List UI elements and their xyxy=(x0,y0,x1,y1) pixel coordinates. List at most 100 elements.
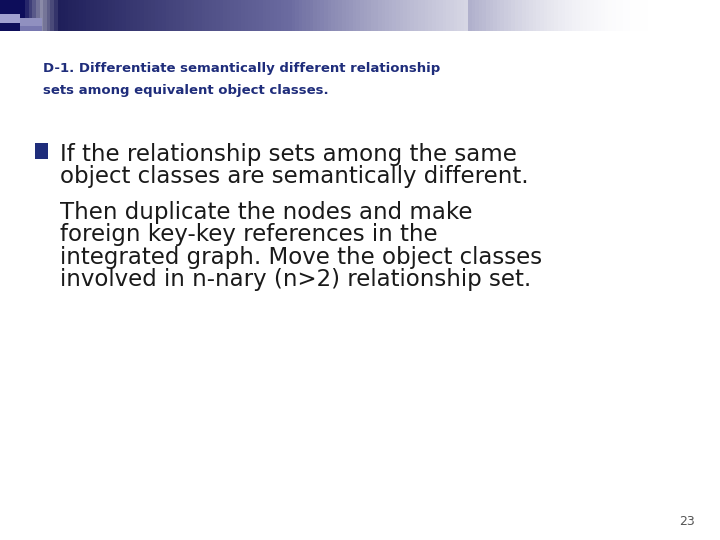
Bar xyxy=(536,0,540,31)
Bar xyxy=(173,0,176,31)
Bar xyxy=(14,0,18,31)
Bar xyxy=(594,0,598,31)
Bar xyxy=(432,0,436,31)
Bar xyxy=(4,0,7,31)
Bar xyxy=(0,0,4,31)
Bar xyxy=(569,0,572,31)
Bar xyxy=(209,0,212,31)
Bar xyxy=(202,0,205,31)
Bar xyxy=(364,0,367,31)
Bar xyxy=(295,0,299,31)
Bar xyxy=(407,0,410,31)
Bar xyxy=(511,0,515,31)
Bar xyxy=(680,0,684,31)
Bar xyxy=(608,0,612,31)
Bar xyxy=(112,0,115,31)
Bar xyxy=(583,0,587,31)
Bar xyxy=(198,0,202,31)
Bar xyxy=(50,0,54,31)
Text: Then duplicate the nodes and make: Then duplicate the nodes and make xyxy=(60,201,473,224)
Bar xyxy=(94,0,97,31)
Bar xyxy=(457,0,461,31)
Bar xyxy=(612,0,616,31)
Bar xyxy=(266,0,270,31)
Bar xyxy=(443,0,446,31)
Bar xyxy=(68,0,72,31)
Bar xyxy=(461,0,464,31)
Bar xyxy=(25,0,29,31)
Bar xyxy=(666,0,670,31)
Bar xyxy=(652,0,655,31)
Bar xyxy=(0,14,20,23)
Bar xyxy=(526,0,529,31)
Bar xyxy=(83,0,86,31)
Bar xyxy=(32,0,36,31)
Bar xyxy=(169,0,173,31)
Bar xyxy=(371,0,374,31)
Bar xyxy=(562,0,565,31)
Bar xyxy=(176,0,180,31)
Bar xyxy=(446,0,450,31)
Bar xyxy=(497,0,500,31)
Bar xyxy=(331,0,335,31)
Bar xyxy=(389,0,392,31)
Bar xyxy=(515,0,518,31)
Bar xyxy=(529,0,533,31)
Bar xyxy=(677,0,680,31)
Text: sets among equivalent object classes.: sets among equivalent object classes. xyxy=(43,84,329,97)
Bar xyxy=(277,0,281,31)
Bar xyxy=(410,0,414,31)
Bar xyxy=(259,0,263,31)
Bar xyxy=(241,0,245,31)
Bar xyxy=(230,0,234,31)
Bar xyxy=(367,0,371,31)
Bar xyxy=(554,0,558,31)
Bar xyxy=(673,0,677,31)
Bar xyxy=(86,0,90,31)
Bar xyxy=(335,0,338,31)
Bar xyxy=(79,0,83,31)
Bar xyxy=(425,0,428,31)
Bar xyxy=(306,0,310,31)
Bar xyxy=(544,0,547,31)
Bar xyxy=(558,0,562,31)
Bar xyxy=(148,0,151,31)
Bar xyxy=(695,0,698,31)
Bar xyxy=(144,0,148,31)
Text: foreign key-key references in the: foreign key-key references in the xyxy=(60,223,438,246)
Bar xyxy=(634,0,637,31)
Bar xyxy=(518,0,522,31)
Bar xyxy=(180,0,184,31)
Bar xyxy=(450,0,454,31)
Bar xyxy=(360,0,364,31)
Bar xyxy=(220,0,223,31)
Bar xyxy=(248,0,252,31)
Bar xyxy=(126,0,130,31)
Bar xyxy=(320,0,324,31)
Text: If the relationship sets among the same: If the relationship sets among the same xyxy=(60,143,518,166)
Bar xyxy=(292,0,295,31)
Bar xyxy=(122,0,126,31)
Bar xyxy=(706,0,709,31)
Bar xyxy=(436,0,439,31)
Bar xyxy=(36,0,40,31)
Bar xyxy=(299,0,302,31)
Bar xyxy=(551,0,554,31)
Bar xyxy=(619,0,623,31)
Bar xyxy=(490,0,493,31)
Bar xyxy=(11,0,14,31)
Bar xyxy=(223,0,227,31)
Bar xyxy=(238,0,241,31)
Bar xyxy=(20,26,42,31)
Bar xyxy=(454,0,457,31)
Bar xyxy=(637,0,641,31)
Bar xyxy=(349,0,353,31)
Bar xyxy=(382,0,385,31)
Bar xyxy=(0,23,20,31)
Bar xyxy=(90,0,94,31)
Bar xyxy=(670,0,673,31)
Bar xyxy=(702,0,706,31)
Bar xyxy=(479,0,482,31)
Bar xyxy=(684,0,688,31)
Bar xyxy=(137,0,140,31)
